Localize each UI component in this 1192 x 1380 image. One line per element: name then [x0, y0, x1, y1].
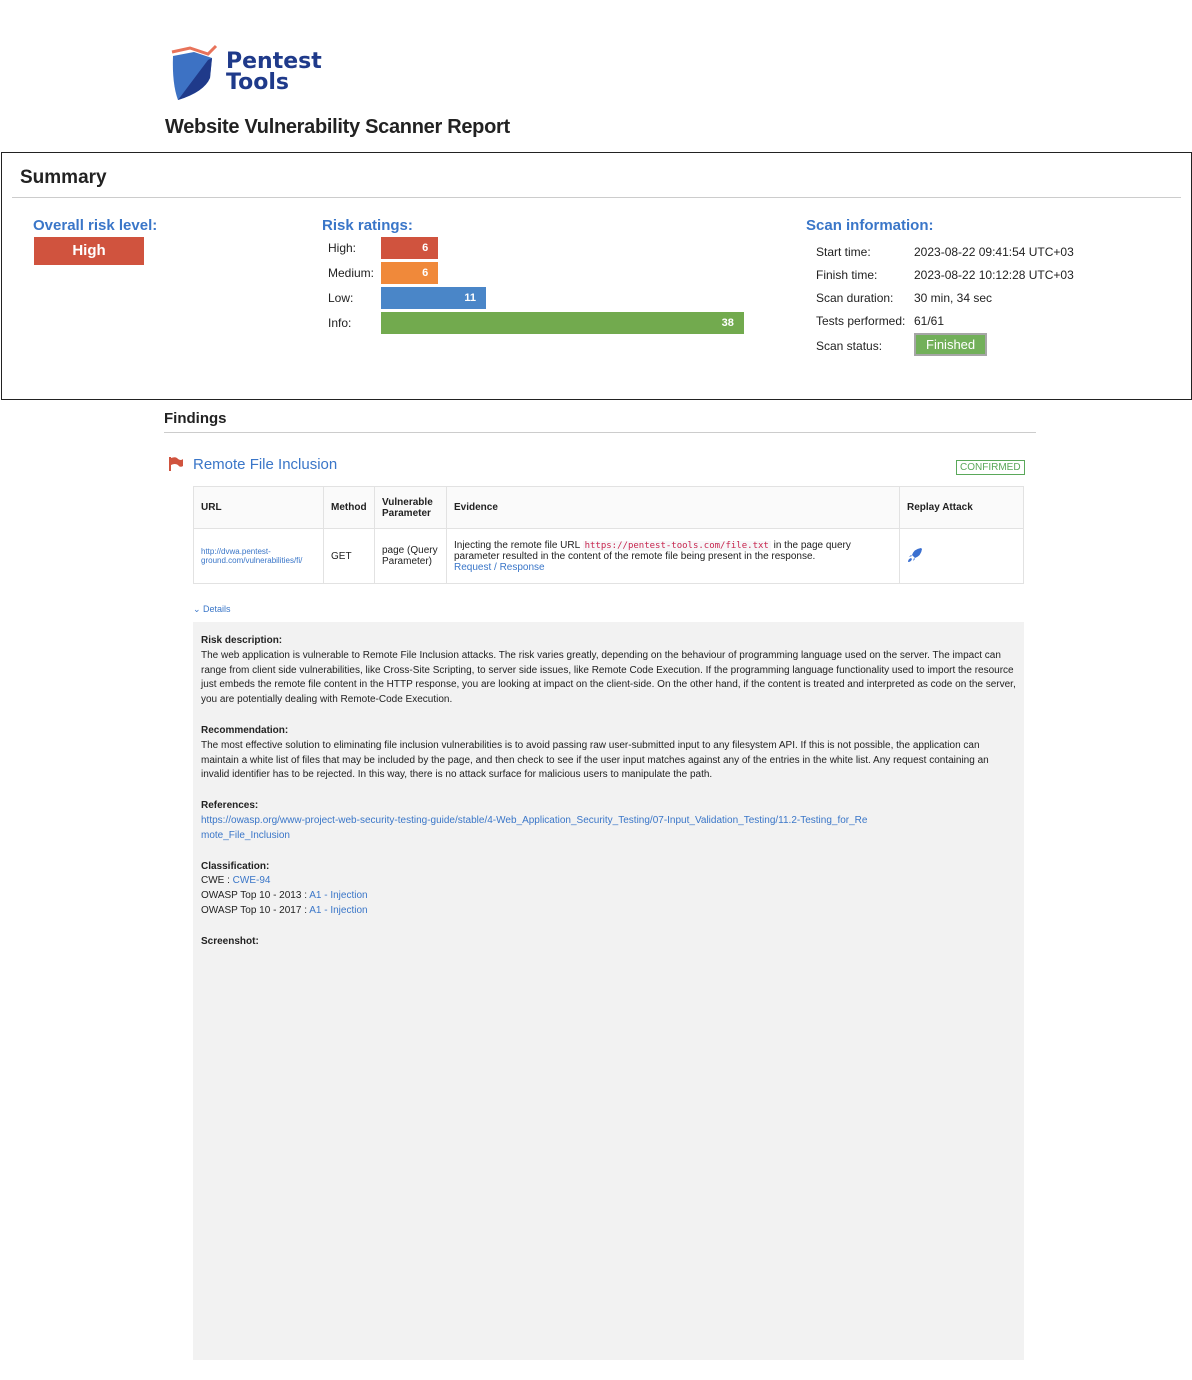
risk-rating-row: Medium: 6: [328, 262, 439, 284]
risk-rating-row: Low: 11: [328, 287, 487, 309]
risk-rating-row: High: 6: [328, 237, 439, 259]
scan-info-key: Start time:: [816, 245, 871, 259]
scan-info-row: Start time: 2023-08-22 09:41:54 UTC+03: [816, 245, 1074, 259]
rating-bar: 6: [381, 237, 439, 259]
risk-description: The web application is vulnerable to Rem…: [201, 649, 1016, 706]
column-header: Method: [323, 486, 375, 529]
scan-info-key: Tests performed:: [816, 314, 906, 328]
scan-info-row: Tests performed: 61/61: [816, 314, 944, 328]
recommendation-heading: Recommendation:: [201, 724, 289, 736]
scan-info-row: Scan duration: 30 min, 34 sec: [816, 291, 992, 305]
rating-bar: 38: [381, 312, 744, 334]
findings-title: Findings: [164, 410, 227, 427]
cwe-link[interactable]: CWE-94: [232, 875, 271, 887]
rating-label: Low:: [328, 291, 354, 305]
scan-info-value: 2023-08-22 09:41:54 UTC+03: [914, 245, 1074, 259]
owasp-2017-label: OWASP Top 10 - 2017 :: [201, 904, 310, 916]
owasp-2017-link[interactable]: A1 - Injection: [309, 904, 368, 916]
evidence-cell: Injecting the remote file URL https://pe…: [446, 528, 900, 584]
rating-label: Info:: [328, 316, 352, 330]
column-header: Evidence: [446, 486, 900, 529]
classification-heading: Classification:: [201, 860, 270, 872]
risk-ratings-label: Risk ratings:: [322, 217, 413, 234]
page-title: Website Vulnerability Scanner Report: [165, 116, 510, 138]
screenshot-heading: Screenshot:: [201, 935, 259, 947]
scan-info-value: 2023-08-22 10:12:28 UTC+03: [914, 268, 1074, 282]
recommendation-text: The most effective solution to eliminati…: [201, 739, 989, 781]
status-badge: CONFIRMED: [956, 460, 1025, 475]
findings-table: URL Method Vulnerable Parameter Evidence…: [193, 486, 1024, 584]
references-heading: References:: [201, 800, 259, 812]
logo-text: Pentest: [226, 49, 322, 74]
logo: Pentest Tools: [170, 44, 322, 100]
details-panel: Risk description: The web application is…: [193, 622, 1024, 1360]
rocket-icon[interactable]: [907, 547, 923, 563]
url-link[interactable]: http://dvwa.pentest-ground.com/vulnerabi…: [201, 547, 303, 565]
table-row: http://dvwa.pentest-ground.com/vulnerabi…: [193, 528, 1024, 584]
overall-risk-badge: High: [34, 237, 144, 265]
scan-info-row: Finish time: 2023-08-22 10:12:28 UTC+03: [816, 268, 1074, 282]
column-header: Vulnerable Parameter: [374, 486, 447, 529]
divider: [12, 197, 1181, 198]
rating-bar: 11: [381, 287, 487, 309]
summary-title: Summary: [20, 167, 107, 188]
reference-link[interactable]: https://owasp.org/www-project-web-securi…: [201, 814, 868, 841]
divider: [164, 432, 1036, 433]
rating-label: High:: [328, 241, 357, 255]
scan-info-key: Finish time:: [816, 268, 878, 282]
cwe-label: CWE :: [201, 875, 233, 887]
evidence-code: https://pentest-tools.com/file.txt: [582, 540, 771, 551]
column-header: Replay Attack: [899, 486, 1024, 529]
details-toggle[interactable]: ⌄ Details: [193, 604, 231, 614]
scan-status-badge: Finished: [914, 333, 988, 356]
scan-info-label: Scan information:: [806, 217, 934, 234]
scan-info-row: Scan status: Finished: [816, 333, 988, 356]
risk-rating-row: Info: 38: [328, 312, 744, 334]
evidence-text: Injecting the remote file URL: [454, 539, 580, 551]
risk-heading: Risk description:: [201, 635, 283, 646]
overall-risk-label: Overall risk level:: [33, 217, 158, 234]
method-cell: GET: [323, 528, 375, 584]
request-response-link[interactable]: Request / Response: [454, 561, 545, 573]
details-label: Details: [203, 604, 231, 614]
rating-bar: 6: [381, 262, 439, 284]
column-header: URL: [193, 486, 324, 529]
scan-info-key: Scan duration:: [816, 291, 894, 305]
logo-text: Tools: [226, 70, 289, 95]
shield-logo-icon: [171, 44, 218, 100]
scan-info-value: 61/61: [914, 314, 945, 328]
flag-icon: [169, 457, 183, 471]
owasp-2013-link[interactable]: A1 - Injection: [309, 890, 368, 902]
vulnerability-title[interactable]: Remote File Inclusion: [193, 456, 338, 473]
parameter-cell: page (Query Parameter): [374, 528, 447, 584]
owasp-2013-label: OWASP Top 10 - 2013 :: [201, 890, 310, 902]
scan-info-value: 30 min, 34 sec: [914, 291, 993, 305]
summary-section: Summary Overall risk level: High Risk ra…: [1, 152, 1192, 400]
scan-info-key: Scan status:: [816, 339, 883, 353]
rating-label: Medium:: [328, 266, 375, 280]
evidence-text: in the page query parameter resulted in …: [454, 539, 851, 562]
